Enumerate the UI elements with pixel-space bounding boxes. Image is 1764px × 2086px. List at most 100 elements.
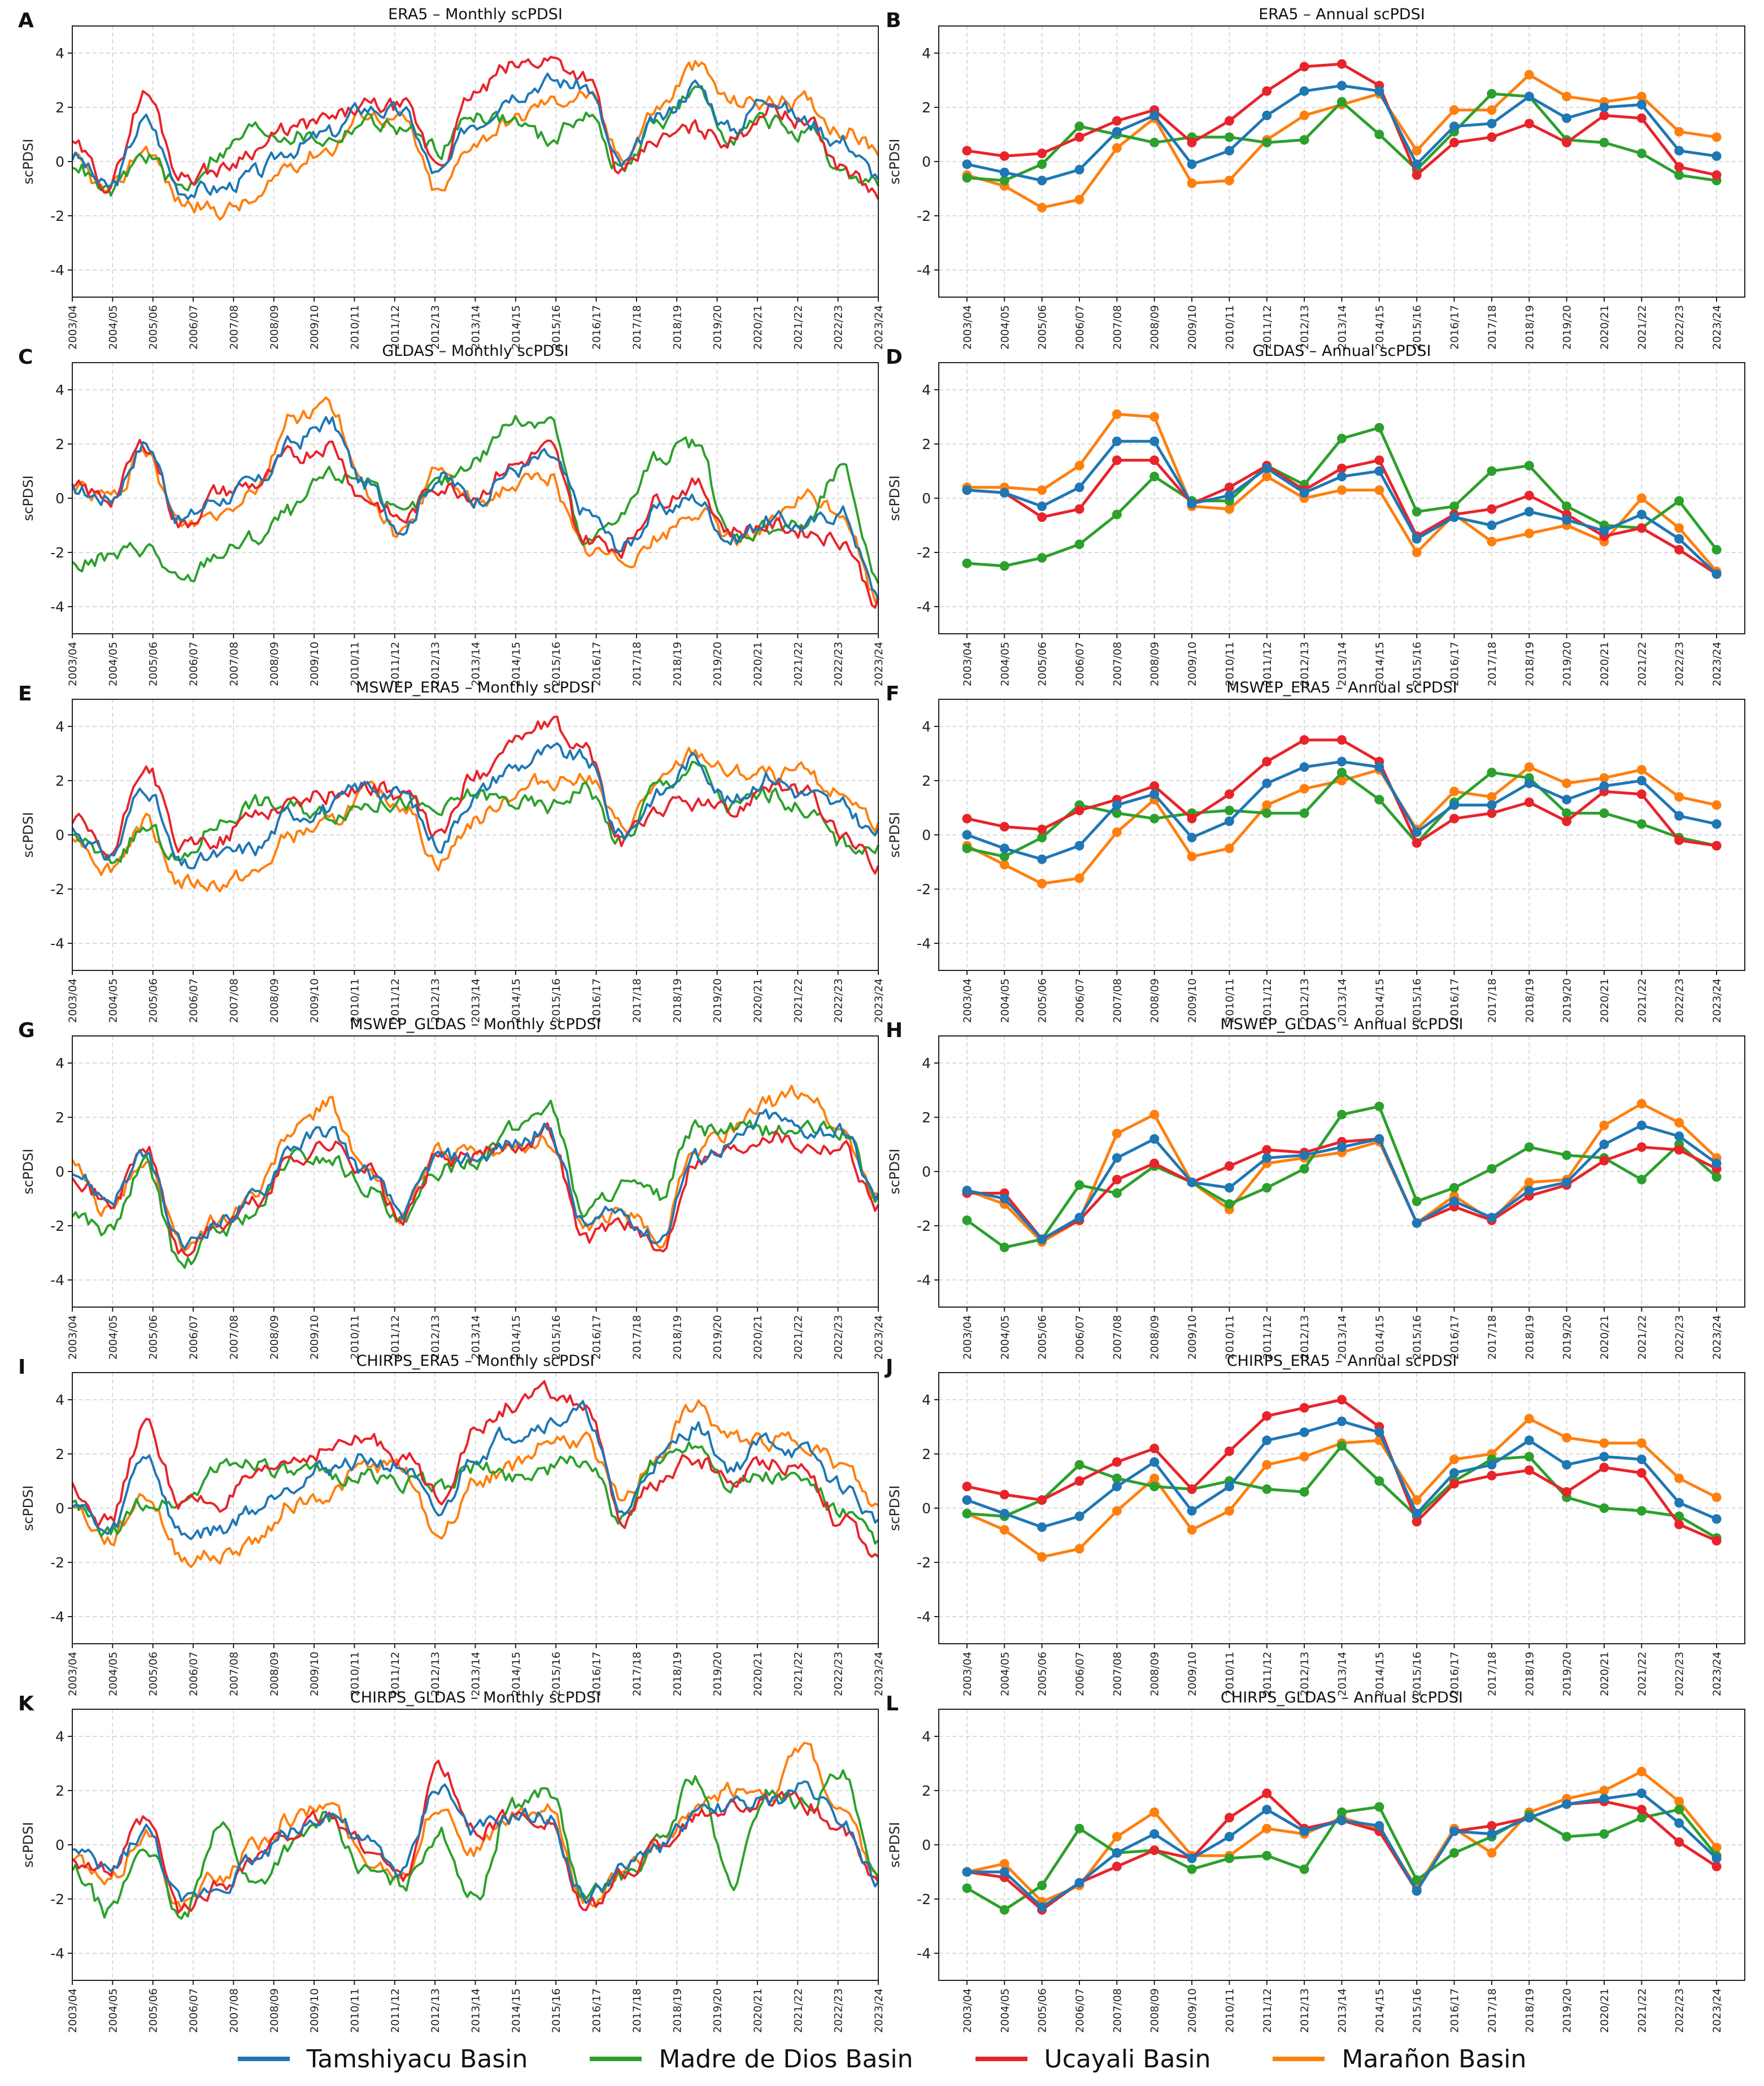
xtick-label-c-19: 2022/23 (833, 642, 845, 686)
ytick-label-a-1: -2 (50, 208, 64, 224)
xtick-label-f-12: 2015/16 (1411, 978, 1423, 1023)
series-point-l-tamshiyacu-basin-12 (1412, 1886, 1422, 1896)
series-point-j-ucayali-basin-16 (1562, 1487, 1572, 1497)
series-line-i-tamshiyacu-basin (71, 1400, 879, 1540)
xtick-label-e-3: 2006/07 (188, 978, 200, 1023)
series-point-f-madre-de-dios-basin-5 (1149, 813, 1160, 824)
xtick-label-h-8: 2011/12 (1261, 1315, 1274, 1360)
series-point-b-mara-on-basin-15 (1524, 69, 1534, 80)
series-point-f-tamshiyacu-basin-8 (1262, 778, 1272, 789)
series-point-f-tamshiyacu-basin-12 (1412, 827, 1422, 837)
xtick-label-e-0: 2003/04 (67, 978, 79, 1023)
panel-letter-e: E (18, 682, 32, 706)
ytick-label-l-2: 0 (922, 1837, 931, 1853)
xtick-label-k-1: 2004/05 (107, 1988, 119, 2033)
xtick-label-i-19: 2022/23 (833, 1652, 845, 1696)
series-point-h-madre-de-dios-basin-12 (1412, 1196, 1422, 1207)
xtick-label-f-19: 2022/23 (1674, 978, 1686, 1023)
ylabel-k: scPDSI (20, 1822, 36, 1868)
xtick-label-j-1: 2004/05 (999, 1652, 1011, 1696)
xtick-label-f-4: 2007/08 (1111, 978, 1123, 1023)
xtick-label-l-10: 2013/14 (1336, 1988, 1349, 2033)
series-point-d-mara-on-basin-11 (1374, 485, 1384, 495)
series-point-b-ucayali-basin-17 (1599, 110, 1609, 120)
xtick-label-b-12: 2015/16 (1411, 305, 1423, 350)
xtick-label-d-18: 2021/22 (1636, 642, 1648, 686)
series-point-f-ucayali-basin-10 (1337, 735, 1347, 745)
xtick-label-d-17: 2020/21 (1599, 642, 1611, 686)
series-point-l-madre-de-dios-basin-17 (1599, 1829, 1609, 1839)
series-point-h-madre-de-dios-basin-15 (1524, 1142, 1534, 1152)
xtick-label-e-14: 2017/18 (631, 978, 643, 1023)
series-point-d-ucayali-basin-19 (1674, 545, 1684, 555)
ytick-label-g-3: 2 (55, 1109, 64, 1126)
xtick-label-j-2: 2005/06 (1036, 1652, 1049, 1696)
xtick-label-c-7: 2010/11 (349, 642, 361, 686)
series-point-b-mara-on-basin-16 (1562, 92, 1572, 102)
panel-letter-b: B (886, 9, 901, 32)
xtick-label-b-20: 2023/24 (1711, 305, 1723, 350)
series-point-j-ucayali-basin-8 (1262, 1411, 1272, 1421)
series-point-d-madre-de-dios-basin-13 (1449, 501, 1460, 511)
series-point-f-ucayali-basin-0 (962, 813, 972, 824)
series-point-b-mara-on-basin-6 (1187, 178, 1197, 188)
series-point-d-madre-de-dios-basin-2 (1037, 553, 1047, 563)
ytick-label-a-3: 2 (55, 99, 64, 116)
xtick-label-k-20: 2023/24 (873, 1988, 885, 2033)
xtick-label-i-9: 2012/13 (429, 1652, 442, 1696)
xtick-label-l-12: 2015/16 (1411, 1988, 1423, 2033)
series-line-g-tamshiyacu-basin (72, 1108, 879, 1250)
series-point-b-ucayali-basin-13 (1449, 137, 1460, 147)
series-point-b-tamshiyacu-basin-9 (1299, 86, 1309, 96)
xtick-label-l-16: 2019/20 (1561, 1988, 1574, 2033)
title-a: ERA5 – Monthly scPDSI (388, 6, 563, 23)
ylabel-c: scPDSI (20, 476, 36, 521)
series-point-b-madre-de-dios-basin-17 (1599, 137, 1609, 147)
series-point-b-tamshiyacu-basin-10 (1337, 81, 1347, 91)
series-point-b-ucayali-basin-1 (999, 151, 1009, 161)
xtick-label-i-17: 2020/21 (752, 1652, 764, 1696)
legend-swatch-madre-de-dios (590, 2057, 642, 2061)
xtick-label-c-8: 2011/12 (389, 642, 402, 686)
ylabel-b: scPDSI (887, 139, 903, 185)
title-c: GLDAS – Monthly scPDSI (382, 342, 568, 360)
xtick-label-l-20: 2023/24 (1711, 1988, 1723, 2033)
series-point-l-madre-de-dios-basin-19 (1674, 1805, 1684, 1815)
xtick-label-j-8: 2011/12 (1261, 1652, 1274, 1696)
series-point-b-tamshiyacu-basin-2 (1037, 176, 1047, 186)
series-point-d-mara-on-basin-8 (1262, 472, 1272, 482)
xtick-label-b-7: 2010/11 (1223, 305, 1236, 350)
xtick-label-e-18: 2021/22 (792, 978, 804, 1023)
series-point-f-ucayali-basin-5 (1149, 781, 1160, 791)
series-point-l-tamshiyacu-basin-11 (1374, 1821, 1384, 1831)
series-point-f-mara-on-basin-4 (1112, 827, 1122, 837)
series-point-h-mara-on-basin-15 (1524, 1177, 1534, 1187)
ytick-label-h-0: -4 (917, 1272, 931, 1288)
series-point-d-mara-on-basin-5 (1149, 412, 1160, 422)
xtick-label-e-16: 2019/20 (712, 978, 724, 1023)
xtick-label-h-18: 2021/22 (1636, 1315, 1648, 1360)
xtick-label-d-20: 2023/24 (1711, 642, 1723, 686)
xtick-label-i-7: 2010/11 (349, 1652, 361, 1696)
xtick-label-g-1: 2004/05 (107, 1315, 119, 1360)
series-point-d-tamshiyacu-basin-15 (1524, 507, 1534, 517)
xtick-label-j-19: 2022/23 (1674, 1652, 1686, 1696)
xtick-label-h-2: 2005/06 (1036, 1315, 1049, 1360)
ytick-label-e-2: 0 (55, 827, 64, 843)
xtick-label-g-15: 2018/19 (671, 1315, 683, 1360)
series-point-b-ucayali-basin-7 (1224, 116, 1234, 126)
xtick-label-g-19: 2022/23 (833, 1315, 845, 1360)
series-line-i-ucayali-basin (71, 1380, 879, 1558)
ylabel-d: scPDSI (887, 476, 903, 521)
series-point-h-madre-de-dios-basin-13 (1449, 1183, 1460, 1193)
series-point-f-madre-de-dios-basin-18 (1636, 819, 1647, 829)
series-point-j-tamshiyacu-basin-1 (999, 1509, 1009, 1519)
xtick-label-k-10: 2013/14 (470, 1988, 482, 2033)
xtick-label-k-7: 2010/11 (349, 1988, 361, 2033)
series-point-f-ucayali-basin-20 (1711, 841, 1722, 851)
xtick-label-e-11: 2014/15 (510, 978, 522, 1023)
series-point-l-ucayali-basin-7 (1224, 1813, 1234, 1823)
xtick-label-c-1: 2004/05 (107, 642, 119, 686)
series-point-b-madre-de-dios-basin-19 (1674, 170, 1684, 180)
xtick-label-d-2: 2005/06 (1036, 642, 1049, 686)
